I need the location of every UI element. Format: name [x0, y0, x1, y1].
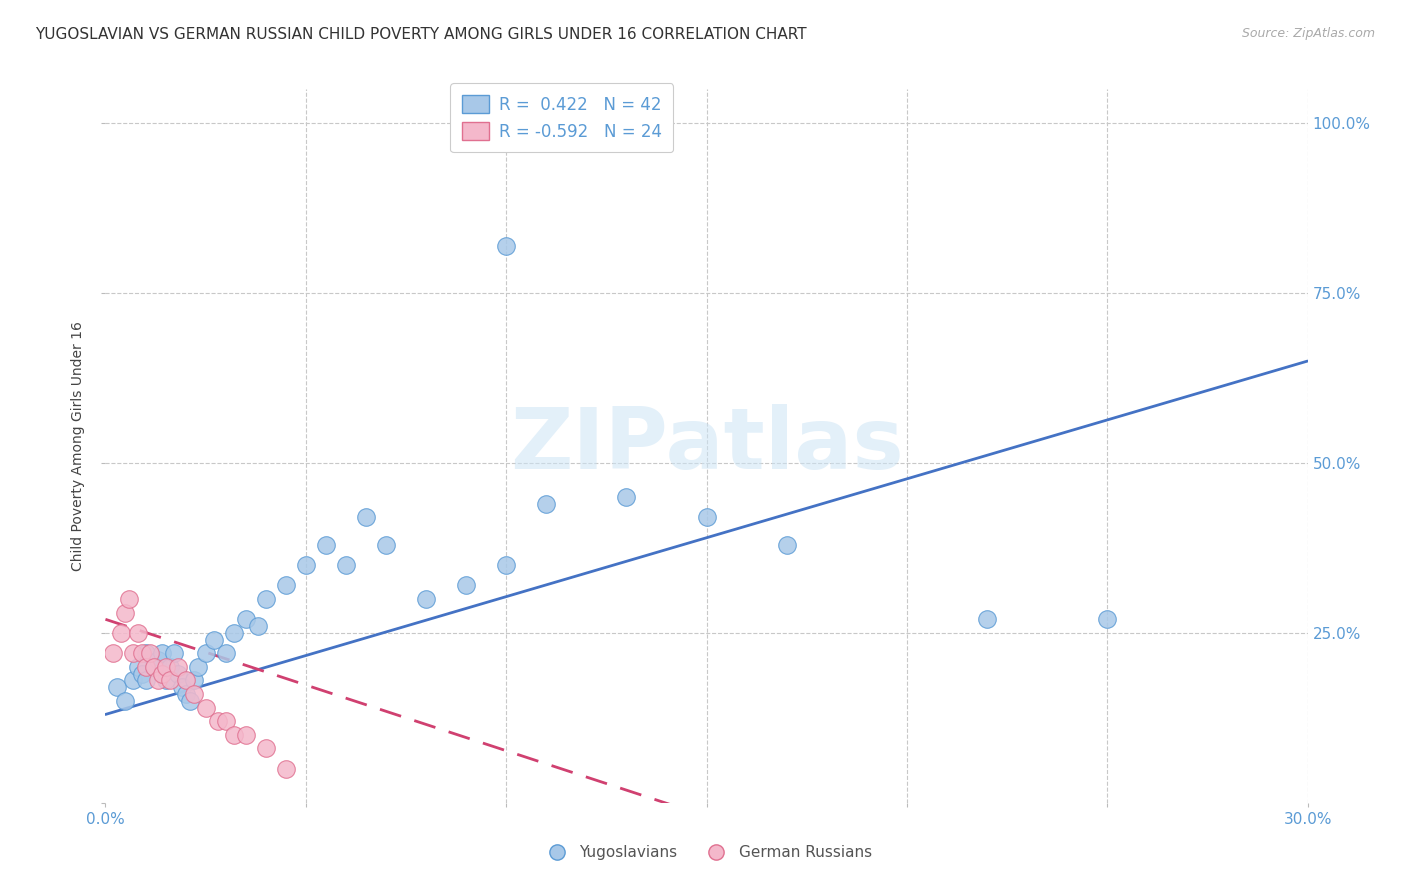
Text: ZIPatlas: ZIPatlas [509, 404, 904, 488]
Point [114, 606, 136, 620]
Text: Source: ZipAtlas.com: Source: ZipAtlas.com [1241, 27, 1375, 40]
Point [183, 673, 205, 688]
Point [166, 666, 188, 681]
Point [495, 558, 517, 572]
Point [335, 558, 357, 572]
Point [194, 646, 217, 660]
Point [495, 238, 517, 252]
Point [166, 660, 188, 674]
Point [254, 741, 277, 756]
Point [315, 537, 337, 551]
Point [194, 700, 217, 714]
Point [107, 680, 129, 694]
Point [222, 626, 245, 640]
Point [235, 612, 257, 626]
Point [207, 714, 229, 729]
Point [146, 653, 169, 667]
Point [254, 591, 277, 606]
Point [235, 728, 257, 742]
Point [150, 666, 173, 681]
Point [616, 490, 638, 504]
Point [127, 626, 149, 640]
Point [114, 694, 136, 708]
Point [214, 714, 236, 729]
Point [135, 673, 157, 688]
Point [534, 497, 557, 511]
Point [274, 762, 297, 776]
Point [155, 673, 177, 688]
Point [159, 673, 181, 688]
Point [138, 646, 160, 660]
Text: YUGOSLAVIAN VS GERMAN RUSSIAN CHILD POVERTY AMONG GIRLS UNDER 16 CORRELATION CHA: YUGOSLAVIAN VS GERMAN RUSSIAN CHILD POVE… [35, 27, 807, 42]
Point [135, 660, 157, 674]
Point [295, 558, 318, 572]
Point [122, 673, 145, 688]
Point [174, 687, 197, 701]
Point [214, 646, 236, 660]
Point [696, 510, 718, 524]
Point [135, 646, 157, 660]
Point [146, 673, 169, 688]
Point [131, 666, 153, 681]
Y-axis label: Child Poverty Among Girls Under 16: Child Poverty Among Girls Under 16 [72, 321, 86, 571]
Point [274, 578, 297, 592]
Point [103, 646, 125, 660]
Legend: Yugoslavians, German Russians: Yugoslavians, German Russians [536, 839, 877, 866]
Point [142, 660, 165, 674]
Point [246, 619, 269, 633]
Point [179, 694, 201, 708]
Point [122, 646, 145, 660]
Point [776, 537, 799, 551]
Point [183, 687, 205, 701]
Point [127, 660, 149, 674]
Point [454, 578, 477, 592]
Point [374, 537, 398, 551]
Point [1097, 612, 1119, 626]
Point [187, 660, 209, 674]
Point [150, 646, 173, 660]
Point [159, 660, 181, 674]
Point [174, 673, 197, 688]
Point [354, 510, 377, 524]
Point [202, 632, 225, 647]
Point [131, 646, 153, 660]
Point [142, 660, 165, 674]
Point [155, 660, 177, 674]
Point [110, 626, 132, 640]
Point [118, 591, 141, 606]
Point [976, 612, 998, 626]
Point [162, 646, 184, 660]
Point [222, 728, 245, 742]
Point [415, 591, 437, 606]
Point [170, 680, 193, 694]
